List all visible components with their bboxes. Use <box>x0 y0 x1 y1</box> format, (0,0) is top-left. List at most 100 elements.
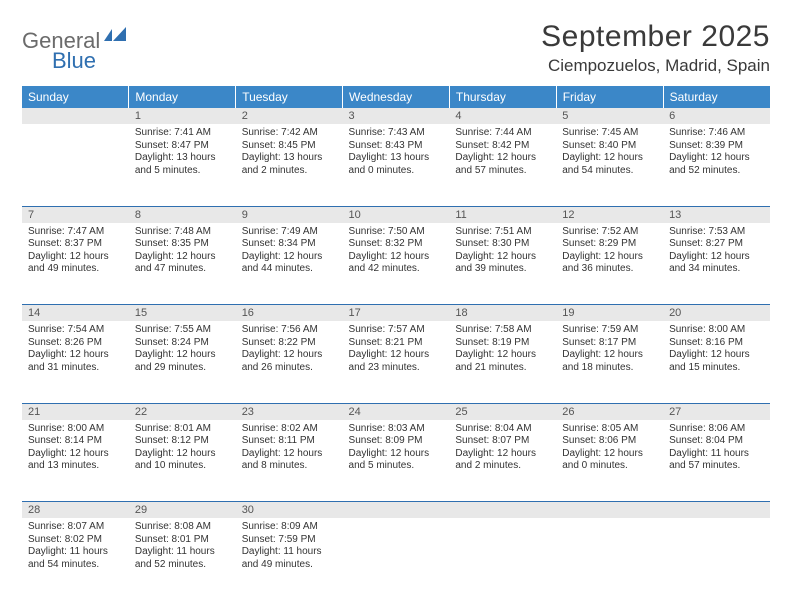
day-number-cell: 6 <box>663 108 770 124</box>
day-number-cell: 7 <box>22 206 129 223</box>
calendar-day-cell: Sunrise: 8:01 AMSunset: 8:12 PMDaylight:… <box>129 420 236 502</box>
day-details: Sunrise: 7:41 AMSunset: 8:47 PMDaylight:… <box>129 124 236 181</box>
location: Ciempozuelos, Madrid, Spain <box>541 56 770 76</box>
day-details: Sunrise: 7:44 AMSunset: 8:42 PMDaylight:… <box>449 124 556 181</box>
day-number-cell: 12 <box>556 206 663 223</box>
calendar-day-cell: Sunrise: 8:08 AMSunset: 8:01 PMDaylight:… <box>129 518 236 600</box>
day-number-cell: 11 <box>449 206 556 223</box>
calendar-day-cell: Sunrise: 7:57 AMSunset: 8:21 PMDaylight:… <box>343 321 450 403</box>
day-details: Sunrise: 7:51 AMSunset: 8:30 PMDaylight:… <box>449 223 556 280</box>
day-details: Sunrise: 8:06 AMSunset: 8:04 PMDaylight:… <box>663 420 770 477</box>
day-details: Sunrise: 8:03 AMSunset: 8:09 PMDaylight:… <box>343 420 450 477</box>
day-number-cell <box>343 502 450 519</box>
day-number-cell: 16 <box>236 305 343 322</box>
day-number-cell: 10 <box>343 206 450 223</box>
calendar-day-cell <box>663 518 770 600</box>
day-details: Sunrise: 8:02 AMSunset: 8:11 PMDaylight:… <box>236 420 343 477</box>
calendar-day-cell: Sunrise: 7:55 AMSunset: 8:24 PMDaylight:… <box>129 321 236 403</box>
calendar-day-cell: Sunrise: 7:54 AMSunset: 8:26 PMDaylight:… <box>22 321 129 403</box>
day-number-cell: 23 <box>236 403 343 420</box>
day-number-cell: 8 <box>129 206 236 223</box>
calendar-day-cell <box>556 518 663 600</box>
calendar-day-cell: Sunrise: 8:05 AMSunset: 8:06 PMDaylight:… <box>556 420 663 502</box>
day-number-cell <box>556 502 663 519</box>
day-number-row: 123456 <box>22 108 770 124</box>
day-details: Sunrise: 7:48 AMSunset: 8:35 PMDaylight:… <box>129 223 236 280</box>
day-details: Sunrise: 7:55 AMSunset: 8:24 PMDaylight:… <box>129 321 236 378</box>
day-details: Sunrise: 7:56 AMSunset: 8:22 PMDaylight:… <box>236 321 343 378</box>
day-number-cell: 1 <box>129 108 236 124</box>
logo-word2: Blue <box>52 48 96 74</box>
calendar-day-cell: Sunrise: 7:43 AMSunset: 8:43 PMDaylight:… <box>343 124 450 206</box>
day-details: Sunrise: 8:01 AMSunset: 8:12 PMDaylight:… <box>129 420 236 477</box>
calendar-day-cell: Sunrise: 8:00 AMSunset: 8:16 PMDaylight:… <box>663 321 770 403</box>
title-block: September 2025 Ciempozuelos, Madrid, Spa… <box>541 20 770 76</box>
calendar-body: 123456Sunrise: 7:41 AMSunset: 8:47 PMDay… <box>22 108 770 600</box>
calendar-day-cell: Sunrise: 8:00 AMSunset: 8:14 PMDaylight:… <box>22 420 129 502</box>
day-number-cell: 19 <box>556 305 663 322</box>
calendar-day-cell: Sunrise: 8:03 AMSunset: 8:09 PMDaylight:… <box>343 420 450 502</box>
day-details: Sunrise: 7:45 AMSunset: 8:40 PMDaylight:… <box>556 124 663 181</box>
day-number-cell: 5 <box>556 108 663 124</box>
day-number-cell: 26 <box>556 403 663 420</box>
day-number-cell: 9 <box>236 206 343 223</box>
day-number-cell: 15 <box>129 305 236 322</box>
day-details: Sunrise: 7:57 AMSunset: 8:21 PMDaylight:… <box>343 321 450 378</box>
day-header: Friday <box>556 86 663 108</box>
day-number-cell: 13 <box>663 206 770 223</box>
day-number-row: 282930 <box>22 502 770 519</box>
calendar-day-cell: Sunrise: 7:49 AMSunset: 8:34 PMDaylight:… <box>236 223 343 305</box>
month-title: September 2025 <box>541 20 770 54</box>
day-details: Sunrise: 8:08 AMSunset: 8:01 PMDaylight:… <box>129 518 236 575</box>
day-details: Sunrise: 8:00 AMSunset: 8:16 PMDaylight:… <box>663 321 770 378</box>
calendar-day-cell <box>449 518 556 600</box>
day-number-cell: 21 <box>22 403 129 420</box>
day-header: Saturday <box>663 86 770 108</box>
day-number-row: 21222324252627 <box>22 403 770 420</box>
calendar-day-cell: Sunrise: 7:58 AMSunset: 8:19 PMDaylight:… <box>449 321 556 403</box>
day-number-cell: 14 <box>22 305 129 322</box>
day-details: Sunrise: 7:47 AMSunset: 8:37 PMDaylight:… <box>22 223 129 280</box>
day-details: Sunrise: 7:52 AMSunset: 8:29 PMDaylight:… <box>556 223 663 280</box>
day-number-cell: 18 <box>449 305 556 322</box>
day-details: Sunrise: 7:59 AMSunset: 8:17 PMDaylight:… <box>556 321 663 378</box>
calendar-day-cell: Sunrise: 8:06 AMSunset: 8:04 PMDaylight:… <box>663 420 770 502</box>
day-number-cell: 25 <box>449 403 556 420</box>
day-header: Monday <box>129 86 236 108</box>
calendar-day-cell: Sunrise: 7:48 AMSunset: 8:35 PMDaylight:… <box>129 223 236 305</box>
day-details: Sunrise: 8:07 AMSunset: 8:02 PMDaylight:… <box>22 518 129 575</box>
day-number-cell: 27 <box>663 403 770 420</box>
day-details: Sunrise: 7:46 AMSunset: 8:39 PMDaylight:… <box>663 124 770 181</box>
day-number-cell <box>449 502 556 519</box>
calendar-day-cell: Sunrise: 7:42 AMSunset: 8:45 PMDaylight:… <box>236 124 343 206</box>
day-number-cell: 24 <box>343 403 450 420</box>
calendar-day-cell: Sunrise: 7:56 AMSunset: 8:22 PMDaylight:… <box>236 321 343 403</box>
day-details: Sunrise: 7:49 AMSunset: 8:34 PMDaylight:… <box>236 223 343 280</box>
day-number-cell: 30 <box>236 502 343 519</box>
logo-flag-icon <box>104 27 126 43</box>
calendar-day-cell: Sunrise: 7:44 AMSunset: 8:42 PMDaylight:… <box>449 124 556 206</box>
header: General Blue September 2025 Ciempozuelos… <box>22 20 770 76</box>
calendar-day-cell: Sunrise: 7:59 AMSunset: 8:17 PMDaylight:… <box>556 321 663 403</box>
day-details: Sunrise: 8:04 AMSunset: 8:07 PMDaylight:… <box>449 420 556 477</box>
calendar-day-cell: Sunrise: 7:53 AMSunset: 8:27 PMDaylight:… <box>663 223 770 305</box>
calendar-week-row: Sunrise: 7:41 AMSunset: 8:47 PMDaylight:… <box>22 124 770 206</box>
calendar-day-cell: Sunrise: 7:47 AMSunset: 8:37 PMDaylight:… <box>22 223 129 305</box>
day-details: Sunrise: 7:43 AMSunset: 8:43 PMDaylight:… <box>343 124 450 181</box>
day-header: Tuesday <box>236 86 343 108</box>
day-details: Sunrise: 7:42 AMSunset: 8:45 PMDaylight:… <box>236 124 343 181</box>
calendar-day-cell: Sunrise: 7:41 AMSunset: 8:47 PMDaylight:… <box>129 124 236 206</box>
day-number-cell: 20 <box>663 305 770 322</box>
calendar-day-cell <box>343 518 450 600</box>
day-number-cell: 17 <box>343 305 450 322</box>
day-number-cell: 29 <box>129 502 236 519</box>
day-header: Thursday <box>449 86 556 108</box>
calendar-day-cell: Sunrise: 8:07 AMSunset: 8:02 PMDaylight:… <box>22 518 129 600</box>
day-number-cell <box>22 108 129 124</box>
day-number-cell: 2 <box>236 108 343 124</box>
calendar-week-row: Sunrise: 8:00 AMSunset: 8:14 PMDaylight:… <box>22 420 770 502</box>
day-header: Wednesday <box>343 86 450 108</box>
day-number-cell: 28 <box>22 502 129 519</box>
calendar-day-cell: Sunrise: 7:45 AMSunset: 8:40 PMDaylight:… <box>556 124 663 206</box>
day-details: Sunrise: 7:58 AMSunset: 8:19 PMDaylight:… <box>449 321 556 378</box>
